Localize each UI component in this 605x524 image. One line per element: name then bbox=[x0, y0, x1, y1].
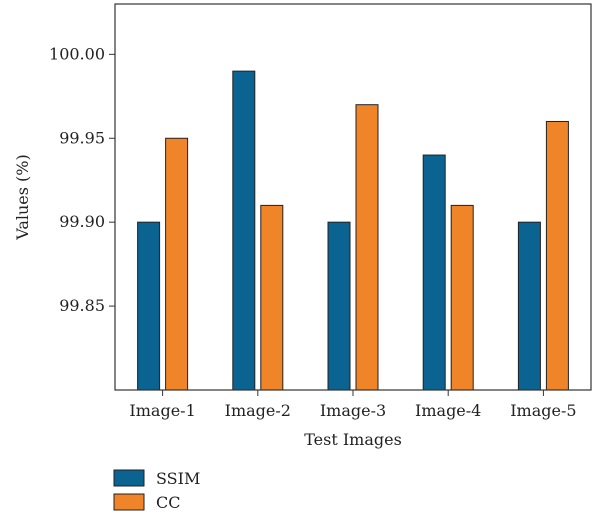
bars-layer bbox=[138, 71, 569, 390]
bar-cc-image-1 bbox=[166, 138, 188, 390]
y-axis: 99.85 99.90 99.95 100.00 bbox=[49, 44, 115, 315]
bar-ssim-image-3 bbox=[328, 222, 350, 390]
legend-swatch-cc bbox=[114, 494, 144, 510]
bar-cc-image-2 bbox=[261, 205, 283, 390]
x-tick-label: Image-4 bbox=[415, 401, 481, 420]
bar-ssim-image-2 bbox=[233, 71, 255, 390]
x-tick-label: Image-3 bbox=[320, 401, 386, 420]
bar-cc-image-3 bbox=[356, 105, 378, 390]
y-tick-label: 99.95 bbox=[59, 128, 105, 147]
legend-label-cc: CC bbox=[156, 493, 180, 512]
bar-cc-image-5 bbox=[546, 121, 568, 390]
bar-cc-image-4 bbox=[451, 205, 473, 390]
y-tick-label: 99.85 bbox=[59, 296, 105, 315]
x-axis-title: Test Images bbox=[304, 430, 402, 449]
legend: SSIM CC bbox=[114, 469, 200, 512]
y-tick-label: 99.90 bbox=[59, 212, 105, 231]
x-tick-label: Image-5 bbox=[510, 401, 576, 420]
y-tick-label: 100.00 bbox=[49, 44, 105, 63]
legend-swatch-ssim bbox=[114, 470, 144, 486]
y-axis-title: Values (%) bbox=[13, 154, 32, 241]
x-tick-label: Image-2 bbox=[225, 401, 291, 420]
bar-ssim-image-4 bbox=[423, 155, 445, 390]
x-tick-label: Image-1 bbox=[129, 401, 195, 420]
x-axis: Image-1 Image-2 Image-3 Image-4 Image-5 bbox=[129, 390, 576, 420]
legend-label-ssim: SSIM bbox=[156, 469, 200, 488]
bar-ssim-image-1 bbox=[138, 222, 160, 390]
bar-ssim-image-5 bbox=[518, 222, 540, 390]
